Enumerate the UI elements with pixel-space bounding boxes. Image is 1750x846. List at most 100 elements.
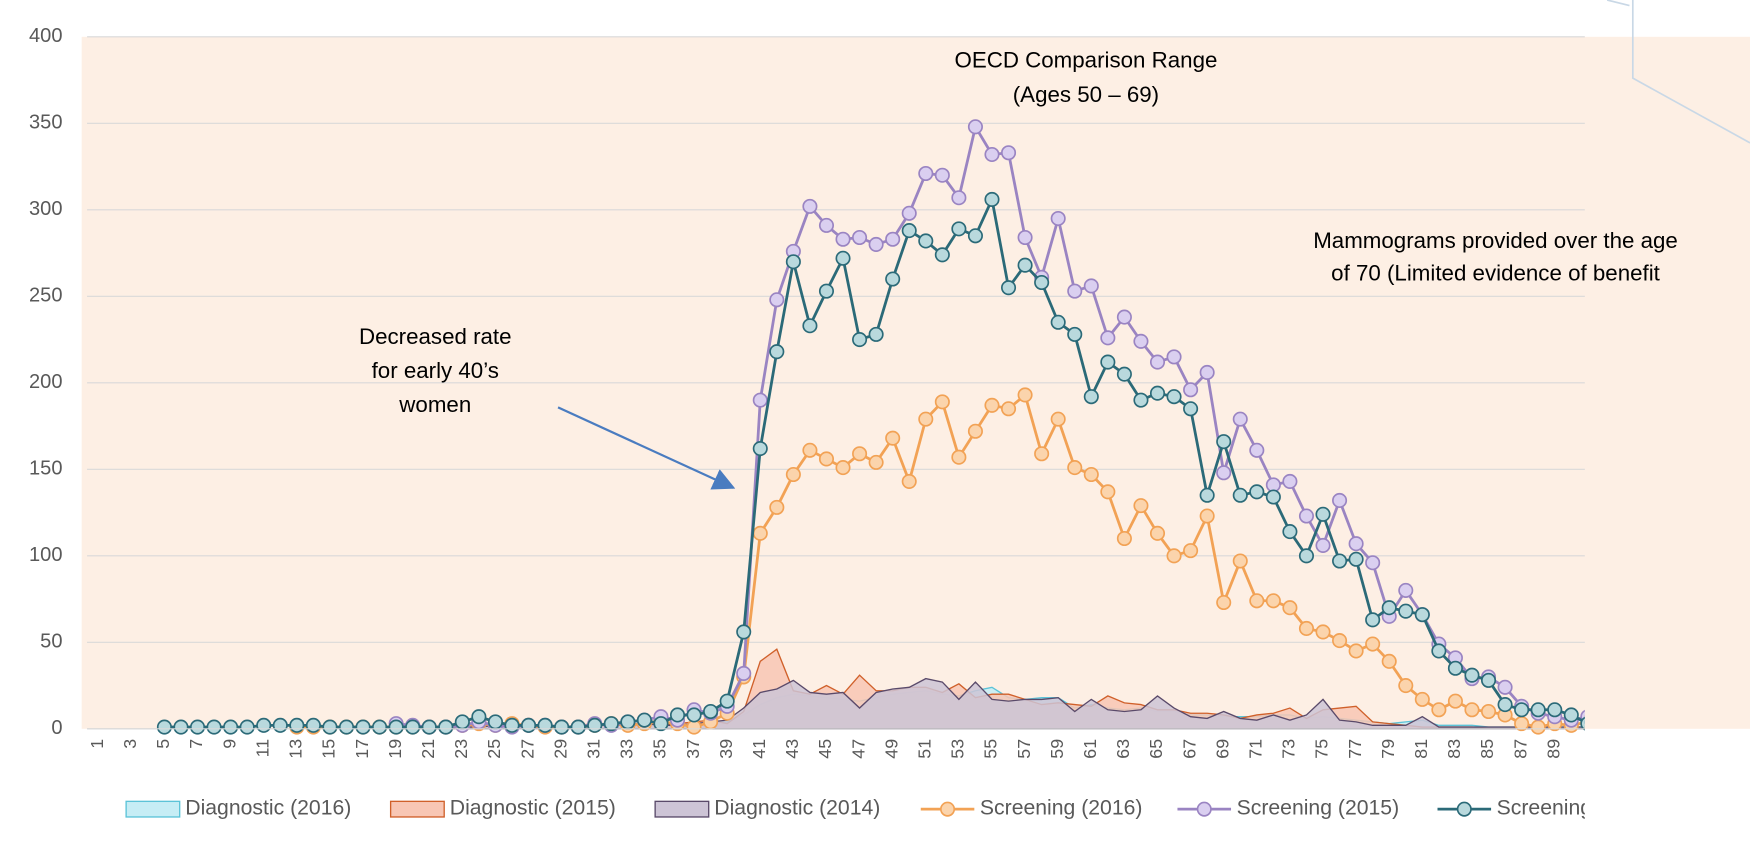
marker <box>918 165 934 182</box>
marker <box>421 719 437 735</box>
marker <box>1034 274 1050 291</box>
marker <box>1050 411 1066 427</box>
marker <box>1514 702 1530 718</box>
marker <box>1199 487 1215 503</box>
marker <box>1348 536 1364 552</box>
x-tick-label: 23 <box>451 739 471 759</box>
marker <box>752 392 768 408</box>
marker <box>272 717 288 733</box>
marker <box>1298 508 1314 524</box>
marker <box>189 719 206 735</box>
marker <box>1050 210 1066 227</box>
legend-label: Screening (2014) <box>1497 797 1660 820</box>
marker <box>1497 679 1513 695</box>
marker <box>1083 278 1099 294</box>
marker <box>1116 366 1132 382</box>
marker <box>1067 326 1083 342</box>
marker <box>1034 446 1050 462</box>
marker <box>1480 703 1497 720</box>
x-tick-label: 73 <box>1279 739 1299 759</box>
marker <box>1017 257 1033 273</box>
marker <box>736 624 752 640</box>
marker <box>852 229 868 246</box>
x-tick-label: 69 <box>1212 739 1232 759</box>
x-tick-label: 75 <box>1312 739 1332 759</box>
legend-label: Screening (2015) <box>1237 797 1400 820</box>
y-tick-label: 400 <box>29 25 63 47</box>
marker <box>967 119 983 135</box>
marker <box>802 198 818 214</box>
marker <box>868 326 884 342</box>
marker <box>1100 354 1116 370</box>
x-tick-label: 39 <box>716 739 736 759</box>
marker <box>1398 603 1414 619</box>
marker <box>835 460 851 476</box>
marker <box>1332 492 1348 508</box>
marker <box>1365 612 1381 628</box>
marker <box>1183 543 1199 559</box>
x-tick-label: 27 <box>517 739 537 759</box>
marker <box>1001 401 1017 417</box>
x-tick-label: 51 <box>915 739 935 759</box>
marker <box>1398 582 1414 598</box>
y-tick-label: 50 <box>40 631 62 653</box>
marker <box>554 719 570 735</box>
marker <box>1216 465 1232 481</box>
marker <box>802 318 818 334</box>
marker <box>454 714 470 730</box>
marker <box>1315 624 1331 640</box>
marker <box>1414 607 1430 623</box>
marker <box>1083 389 1099 405</box>
legend-swatch <box>1196 801 1212 817</box>
y-tick-label: 200 <box>29 371 63 393</box>
x-tick-label: 47 <box>848 739 868 759</box>
x-tick-label: 71 <box>1246 739 1266 759</box>
marker <box>703 703 719 720</box>
annotation: Decreased rate <box>359 324 512 349</box>
marker <box>1199 508 1215 524</box>
marker <box>934 394 950 410</box>
marker <box>1083 466 1099 483</box>
marker <box>736 665 752 681</box>
marker <box>1067 283 1083 299</box>
legend-label: Diagnostic (2016) <box>185 797 351 820</box>
marker <box>1100 484 1116 500</box>
marker <box>653 716 669 732</box>
x-tick-label: 45 <box>815 739 835 759</box>
x-tick-label: 25 <box>484 739 504 759</box>
marker <box>885 430 901 446</box>
marker <box>355 719 371 735</box>
marker <box>1381 653 1397 669</box>
marker <box>1530 702 1546 718</box>
marker <box>1166 349 1182 365</box>
marker <box>1232 553 1248 569</box>
marker <box>1199 364 1215 380</box>
x-tick-label: 1 <box>87 739 107 749</box>
marker <box>471 709 487 725</box>
marker <box>885 231 901 247</box>
legend-label: Screening (2016) <box>980 797 1143 820</box>
x-tick-label: 65 <box>1146 739 1166 759</box>
marker <box>1414 691 1430 707</box>
x-tick-label: 33 <box>617 739 637 759</box>
legend-swatch <box>125 800 181 818</box>
x-tick-label: 37 <box>683 739 703 759</box>
marker <box>256 717 272 733</box>
marker <box>1348 551 1364 567</box>
marker <box>1365 555 1381 571</box>
marker <box>1530 719 1546 735</box>
marker <box>322 719 338 735</box>
marker <box>1447 693 1463 709</box>
marker <box>1298 620 1314 637</box>
annotation: (Ages 50 – 69) <box>1013 82 1159 107</box>
marker <box>587 717 603 733</box>
marker <box>719 693 735 709</box>
y-tick-label: 300 <box>29 198 63 220</box>
marker <box>901 205 917 221</box>
marker <box>1149 354 1166 370</box>
y-tick-label: 0 <box>51 717 62 739</box>
x-tick-label: 85 <box>1477 739 1497 759</box>
x-tick-label: 13 <box>286 739 306 759</box>
marker <box>1216 594 1232 611</box>
